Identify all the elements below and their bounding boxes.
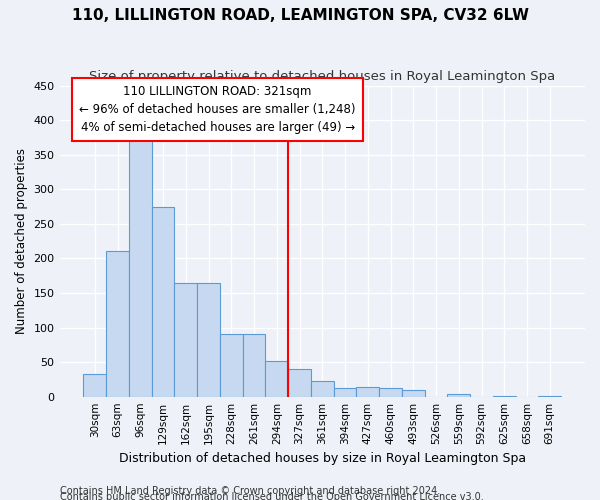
Bar [242, 334, 265, 396]
Bar [83, 374, 106, 396]
Bar [334, 388, 356, 396]
Bar [197, 282, 220, 397]
Bar [265, 360, 288, 396]
Bar [129, 138, 152, 396]
Bar [356, 387, 379, 396]
Text: Contains HM Land Registry data © Crown copyright and database right 2024.: Contains HM Land Registry data © Crown c… [60, 486, 440, 496]
Text: Contains public sector information licensed under the Open Government Licence v3: Contains public sector information licen… [60, 492, 484, 500]
Bar [448, 394, 470, 396]
Title: Size of property relative to detached houses in Royal Leamington Spa: Size of property relative to detached ho… [89, 70, 556, 83]
Bar [152, 206, 175, 396]
Text: 110, LILLINGTON ROAD, LEAMINGTON SPA, CV32 6LW: 110, LILLINGTON ROAD, LEAMINGTON SPA, CV… [71, 8, 529, 22]
Y-axis label: Number of detached properties: Number of detached properties [15, 148, 28, 334]
Bar [311, 382, 334, 396]
Bar [106, 252, 129, 396]
X-axis label: Distribution of detached houses by size in Royal Leamington Spa: Distribution of detached houses by size … [119, 452, 526, 465]
Bar [220, 334, 242, 396]
Bar [402, 390, 425, 396]
Bar [379, 388, 402, 396]
Bar [288, 369, 311, 396]
Bar [175, 282, 197, 397]
Text: 110 LILLINGTON ROAD: 321sqm
← 96% of detached houses are smaller (1,248)
4% of s: 110 LILLINGTON ROAD: 321sqm ← 96% of det… [79, 86, 356, 134]
